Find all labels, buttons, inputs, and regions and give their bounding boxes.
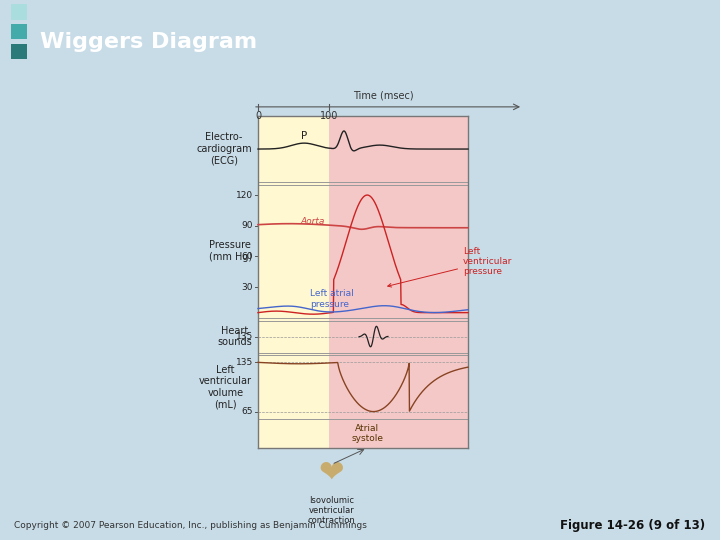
Text: 30: 30 bbox=[241, 282, 253, 292]
Text: Wiggers Diagram: Wiggers Diagram bbox=[40, 32, 257, 52]
Text: Atrial
systole: Atrial systole bbox=[351, 423, 383, 443]
Text: 135: 135 bbox=[235, 332, 253, 341]
Text: Time (msec): Time (msec) bbox=[353, 91, 413, 100]
Text: 135: 135 bbox=[235, 358, 253, 367]
Text: Left
ventricular
volume
(mL): Left ventricular volume (mL) bbox=[199, 364, 252, 409]
Bar bbox=[11, 4, 27, 19]
Text: 60: 60 bbox=[241, 252, 253, 261]
Text: Figure 14-26 (9 of 13): Figure 14-26 (9 of 13) bbox=[560, 518, 706, 532]
Bar bbox=[329, 116, 468, 448]
Text: Isovolumic
ventricular
contraction: Isovolumic ventricular contraction bbox=[307, 496, 356, 525]
Text: Copyright © 2007 Pearson Education, Inc., publishing as Benjamin Cummings: Copyright © 2007 Pearson Education, Inc.… bbox=[14, 521, 367, 530]
Text: ❤: ❤ bbox=[319, 459, 344, 488]
Text: Left
ventricular
pressure: Left ventricular pressure bbox=[388, 247, 513, 287]
Text: 100: 100 bbox=[320, 111, 338, 122]
Bar bbox=[11, 24, 27, 39]
Text: 120: 120 bbox=[236, 191, 253, 200]
Text: Pressure
(mm Hg): Pressure (mm Hg) bbox=[209, 240, 252, 262]
Text: 65: 65 bbox=[241, 407, 253, 416]
Bar bbox=[11, 44, 27, 59]
Text: Electro-
cardiogram
(ECG): Electro- cardiogram (ECG) bbox=[197, 132, 252, 166]
Text: 0: 0 bbox=[255, 111, 261, 122]
Text: P: P bbox=[301, 131, 307, 141]
Text: Heart
sounds: Heart sounds bbox=[217, 326, 252, 347]
Text: 90: 90 bbox=[241, 221, 253, 230]
Text: Left atrial
pressure: Left atrial pressure bbox=[310, 289, 354, 308]
Text: Aorta: Aorta bbox=[300, 217, 325, 226]
Bar bbox=[258, 116, 329, 448]
